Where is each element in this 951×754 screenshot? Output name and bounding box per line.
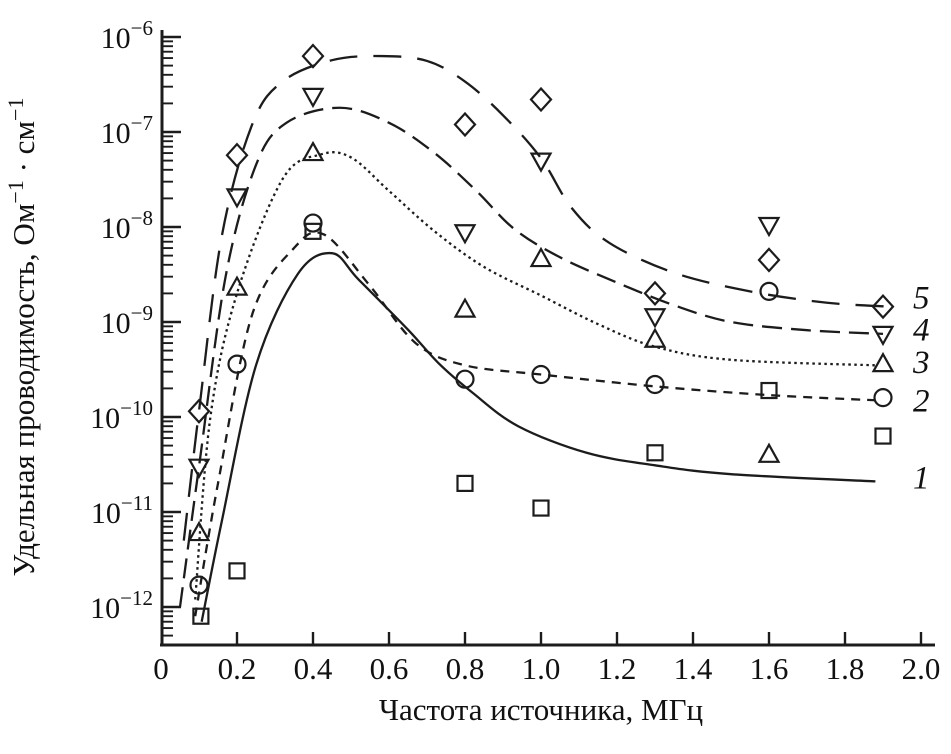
series-5-marker: [757, 247, 781, 273]
curve-label-2: 2: [913, 383, 930, 419]
series-5-marker: [529, 86, 553, 113]
curve-label-4: 4: [913, 313, 930, 349]
data-markers: [187, 43, 895, 625]
series-4-marker: [187, 458, 211, 479]
series-3-marker: [225, 275, 249, 296]
series-1-marker: [874, 427, 892, 445]
series-2-curve: [194, 231, 876, 617]
x-tick-label: 0.8: [446, 651, 485, 686]
series-2-marker: [227, 354, 247, 374]
x-tick-label: 0.2: [218, 651, 257, 686]
y-tick-label: 10−10: [90, 396, 153, 435]
series-1-marker: [532, 499, 550, 517]
x-tick-label: 1.8: [826, 651, 865, 686]
series-5-marker: [225, 142, 249, 168]
x-axis-title: Частота источника, МГц: [379, 692, 703, 727]
series-5-marker: [643, 280, 667, 307]
series-5-marker: [187, 398, 211, 424]
series-2-marker: [189, 575, 209, 595]
series-4-marker: [871, 325, 895, 347]
series-1-marker: [760, 381, 778, 400]
series-4-curve: [178, 106, 884, 608]
series-5-marker: [301, 43, 325, 69]
x-tick-label: 1.6: [750, 651, 789, 686]
series-1-marker: [192, 607, 210, 625]
series-4-marker: [643, 308, 667, 329]
series-2-marker: [303, 213, 323, 233]
series-5-marker: [453, 111, 477, 138]
series-3-curve: [194, 151, 876, 600]
series-4-marker: [453, 224, 477, 245]
x-tick-label: 1.0: [522, 651, 561, 686]
series-3-marker: [187, 520, 211, 542]
y-tick-label: 10−12: [90, 586, 153, 625]
series-2-marker: [873, 388, 893, 408]
series-3-marker: [871, 351, 895, 373]
curve-label-5: 5: [913, 281, 930, 317]
y-tick-label: 10−6: [101, 16, 153, 55]
x-tick-label: 0.6: [370, 651, 409, 686]
x-tick-label: 1.2: [598, 651, 637, 686]
curve-label-3: 3: [912, 345, 930, 381]
series-2-marker: [645, 374, 665, 395]
series-1-marker: [304, 222, 322, 240]
series-5-curve: [182, 54, 891, 541]
x-tick-label: 0: [153, 651, 169, 686]
series-3-marker: [643, 327, 667, 348]
series-5-marker: [871, 294, 895, 320]
series-2-marker: [759, 281, 779, 301]
series-2-marker: [531, 364, 551, 385]
x-tick-label: 0.4: [294, 651, 333, 686]
series-3-marker: [529, 246, 553, 268]
y-tick-label: 10−11: [91, 491, 153, 530]
series-1-marker: [646, 444, 664, 462]
axis-tick-labels: 10−6 10−7 10−8 10−9 10−10 10−11 10−120 0.2 0.4 0.…: [90, 16, 940, 686]
axis-ticks: [160, 30, 935, 647]
series-2-marker: [455, 369, 475, 389]
series-3-marker: [301, 140, 325, 162]
series-4-marker: [225, 188, 249, 209]
fit-curves: [178, 54, 891, 622]
series-4-marker: [757, 216, 781, 238]
series-1-marker: [228, 562, 246, 580]
y-tick-label: 10−8: [101, 206, 153, 245]
series-4-marker: [529, 152, 553, 173]
series-3-marker: [757, 442, 781, 463]
series-1-curve: [200, 251, 876, 622]
y-tick-label: 10−7: [101, 111, 153, 150]
curve-label-1: 1: [913, 461, 930, 497]
series-4-marker: [301, 87, 325, 109]
series-3-marker: [453, 297, 477, 318]
series-1-marker: [456, 474, 474, 493]
y-tick-label: 10−9: [101, 301, 153, 340]
y-axis-title: Удельная проводимость, Ом−1 · см−1: [3, 98, 41, 577]
x-tick-label: 2.0: [902, 651, 941, 686]
x-tick-label: 1.4: [674, 651, 713, 686]
